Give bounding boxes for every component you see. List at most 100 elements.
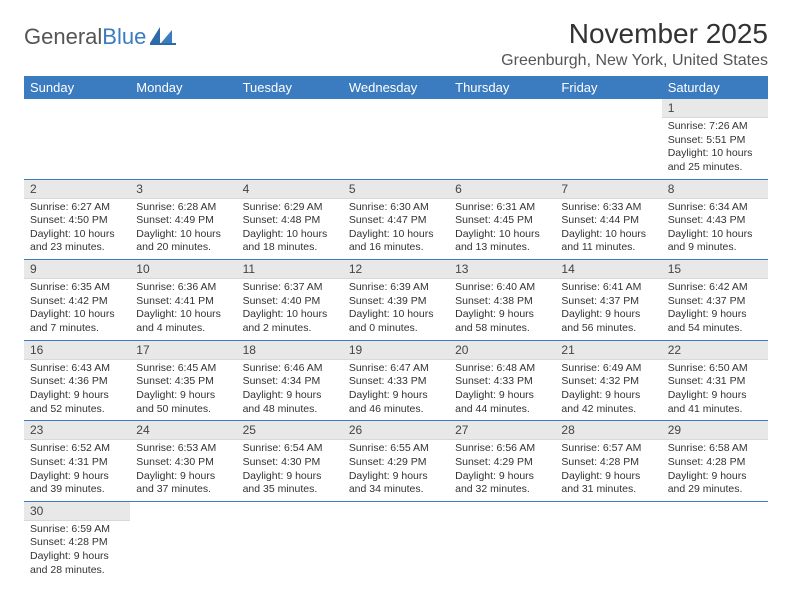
day-cell: 10Sunrise: 6:36 AMSunset: 4:41 PMDayligh… — [130, 260, 236, 340]
calendar-cell: 6Sunrise: 6:31 AMSunset: 4:45 PMDaylight… — [449, 179, 555, 260]
sunset-text: Sunset: 4:47 PM — [349, 214, 443, 228]
sunrise-text: Sunrise: 6:58 AM — [668, 442, 762, 456]
day-cell: 21Sunrise: 6:49 AMSunset: 4:32 PMDayligh… — [555, 341, 661, 421]
day-cell: 11Sunrise: 6:37 AMSunset: 4:40 PMDayligh… — [237, 260, 343, 340]
page: GeneralBlue November 2025 Greenburgh, Ne… — [0, 0, 792, 599]
sunset-text: Sunset: 4:28 PM — [561, 456, 655, 470]
day-body: Sunrise: 6:37 AMSunset: 4:40 PMDaylight:… — [237, 279, 343, 340]
daylight-text: Daylight: 10 hours and 9 minutes. — [668, 228, 762, 255]
calendar-week: 2Sunrise: 6:27 AMSunset: 4:50 PMDaylight… — [24, 179, 768, 260]
day-cell: 22Sunrise: 6:50 AMSunset: 4:31 PMDayligh… — [662, 341, 768, 421]
calendar-cell: 29Sunrise: 6:58 AMSunset: 4:28 PMDayligh… — [662, 421, 768, 502]
calendar-cell: 20Sunrise: 6:48 AMSunset: 4:33 PMDayligh… — [449, 340, 555, 421]
sunrise-text: Sunrise: 6:55 AM — [349, 442, 443, 456]
weekday-header: Friday — [555, 76, 661, 99]
day-body: Sunrise: 6:55 AMSunset: 4:29 PMDaylight:… — [343, 440, 449, 501]
day-cell: 7Sunrise: 6:33 AMSunset: 4:44 PMDaylight… — [555, 180, 661, 260]
logo: GeneralBlue — [24, 18, 176, 50]
sunrise-text: Sunrise: 6:59 AM — [30, 523, 124, 537]
day-number: 22 — [662, 341, 768, 360]
calendar-cell: 12Sunrise: 6:39 AMSunset: 4:39 PMDayligh… — [343, 260, 449, 341]
sunset-text: Sunset: 4:33 PM — [349, 375, 443, 389]
sunrise-text: Sunrise: 6:49 AM — [561, 362, 655, 376]
calendar-cell: 9Sunrise: 6:35 AMSunset: 4:42 PMDaylight… — [24, 260, 130, 341]
weekday-header: Monday — [130, 76, 236, 99]
day-number: 1 — [662, 99, 768, 118]
sunrise-text: Sunrise: 6:28 AM — [136, 201, 230, 215]
sunset-text: Sunset: 4:37 PM — [561, 295, 655, 309]
calendar-cell — [24, 99, 130, 179]
day-body: Sunrise: 6:47 AMSunset: 4:33 PMDaylight:… — [343, 360, 449, 421]
calendar-cell: 26Sunrise: 6:55 AMSunset: 4:29 PMDayligh… — [343, 421, 449, 502]
calendar-cell: 2Sunrise: 6:27 AMSunset: 4:50 PMDaylight… — [24, 179, 130, 260]
calendar-cell: 16Sunrise: 6:43 AMSunset: 4:36 PMDayligh… — [24, 340, 130, 421]
sunrise-text: Sunrise: 6:45 AM — [136, 362, 230, 376]
daylight-text: Daylight: 9 hours and 58 minutes. — [455, 308, 549, 335]
calendar-cell: 10Sunrise: 6:36 AMSunset: 4:41 PMDayligh… — [130, 260, 236, 341]
day-cell: 9Sunrise: 6:35 AMSunset: 4:42 PMDaylight… — [24, 260, 130, 340]
day-cell: 1Sunrise: 7:26 AMSunset: 5:51 PMDaylight… — [662, 99, 768, 179]
day-body: Sunrise: 6:28 AMSunset: 4:49 PMDaylight:… — [130, 199, 236, 260]
day-cell: 8Sunrise: 6:34 AMSunset: 4:43 PMDaylight… — [662, 180, 768, 260]
day-number: 26 — [343, 421, 449, 440]
sunrise-text: Sunrise: 6:43 AM — [30, 362, 124, 376]
daylight-text: Daylight: 9 hours and 35 minutes. — [243, 470, 337, 497]
daylight-text: Daylight: 9 hours and 44 minutes. — [455, 389, 549, 416]
calendar-week: 16Sunrise: 6:43 AMSunset: 4:36 PMDayligh… — [24, 340, 768, 421]
calendar-cell: 22Sunrise: 6:50 AMSunset: 4:31 PMDayligh… — [662, 340, 768, 421]
sunrise-text: Sunrise: 6:50 AM — [668, 362, 762, 376]
sunrise-text: Sunrise: 6:42 AM — [668, 281, 762, 295]
weekday-header: Wednesday — [343, 76, 449, 99]
day-number: 16 — [24, 341, 130, 360]
day-cell: 20Sunrise: 6:48 AMSunset: 4:33 PMDayligh… — [449, 341, 555, 421]
day-body: Sunrise: 6:49 AMSunset: 4:32 PMDaylight:… — [555, 360, 661, 421]
day-number: 10 — [130, 260, 236, 279]
sunrise-text: Sunrise: 6:56 AM — [455, 442, 549, 456]
daylight-text: Daylight: 9 hours and 34 minutes. — [349, 470, 443, 497]
calendar-cell — [237, 501, 343, 581]
day-cell: 29Sunrise: 6:58 AMSunset: 4:28 PMDayligh… — [662, 421, 768, 501]
sunset-text: Sunset: 4:36 PM — [30, 375, 124, 389]
calendar-cell — [343, 99, 449, 179]
day-body: Sunrise: 6:41 AMSunset: 4:37 PMDaylight:… — [555, 279, 661, 340]
day-number: 25 — [237, 421, 343, 440]
calendar-cell — [449, 501, 555, 581]
day-number: 23 — [24, 421, 130, 440]
day-body: Sunrise: 6:43 AMSunset: 4:36 PMDaylight:… — [24, 360, 130, 421]
daylight-text: Daylight: 9 hours and 46 minutes. — [349, 389, 443, 416]
page-title: November 2025 — [501, 18, 768, 50]
sunset-text: Sunset: 4:34 PM — [243, 375, 337, 389]
daylight-text: Daylight: 10 hours and 11 minutes. — [561, 228, 655, 255]
daylight-text: Daylight: 10 hours and 18 minutes. — [243, 228, 337, 255]
calendar-header: SundayMondayTuesdayWednesdayThursdayFrid… — [24, 76, 768, 99]
calendar-body: 1Sunrise: 7:26 AMSunset: 5:51 PMDaylight… — [24, 99, 768, 581]
sunset-text: Sunset: 4:42 PM — [30, 295, 124, 309]
day-number: 6 — [449, 180, 555, 199]
calendar-cell: 25Sunrise: 6:54 AMSunset: 4:30 PMDayligh… — [237, 421, 343, 502]
day-cell: 25Sunrise: 6:54 AMSunset: 4:30 PMDayligh… — [237, 421, 343, 501]
title-block: November 2025 Greenburgh, New York, Unit… — [501, 18, 768, 70]
calendar-week: 9Sunrise: 6:35 AMSunset: 4:42 PMDaylight… — [24, 260, 768, 341]
day-body: Sunrise: 6:39 AMSunset: 4:39 PMDaylight:… — [343, 279, 449, 340]
day-number: 18 — [237, 341, 343, 360]
day-body: Sunrise: 6:57 AMSunset: 4:28 PMDaylight:… — [555, 440, 661, 501]
sunrise-text: Sunrise: 6:27 AM — [30, 201, 124, 215]
day-number: 13 — [449, 260, 555, 279]
day-cell: 6Sunrise: 6:31 AMSunset: 4:45 PMDaylight… — [449, 180, 555, 260]
calendar-week: 1Sunrise: 7:26 AMSunset: 5:51 PMDaylight… — [24, 99, 768, 179]
daylight-text: Daylight: 9 hours and 42 minutes. — [561, 389, 655, 416]
day-number: 12 — [343, 260, 449, 279]
day-cell: 14Sunrise: 6:41 AMSunset: 4:37 PMDayligh… — [555, 260, 661, 340]
day-number: 9 — [24, 260, 130, 279]
daylight-text: Daylight: 10 hours and 0 minutes. — [349, 308, 443, 335]
day-body: Sunrise: 6:46 AMSunset: 4:34 PMDaylight:… — [237, 360, 343, 421]
daylight-text: Daylight: 9 hours and 28 minutes. — [30, 550, 124, 577]
day-body: Sunrise: 6:35 AMSunset: 4:42 PMDaylight:… — [24, 279, 130, 340]
calendar-cell: 28Sunrise: 6:57 AMSunset: 4:28 PMDayligh… — [555, 421, 661, 502]
sunrise-text: Sunrise: 6:52 AM — [30, 442, 124, 456]
sunrise-text: Sunrise: 6:36 AM — [136, 281, 230, 295]
day-body: Sunrise: 6:53 AMSunset: 4:30 PMDaylight:… — [130, 440, 236, 501]
day-number: 8 — [662, 180, 768, 199]
calendar-cell: 24Sunrise: 6:53 AMSunset: 4:30 PMDayligh… — [130, 421, 236, 502]
day-body: Sunrise: 6:36 AMSunset: 4:41 PMDaylight:… — [130, 279, 236, 340]
